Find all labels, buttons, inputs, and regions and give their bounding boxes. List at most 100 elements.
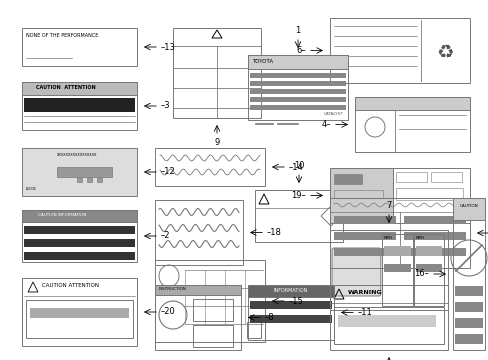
Bar xyxy=(24,226,135,234)
Bar xyxy=(22,148,137,196)
Bar xyxy=(454,302,482,312)
Bar xyxy=(24,98,135,112)
Text: INFORMATION: INFORMATION xyxy=(273,288,307,293)
Bar xyxy=(97,177,102,182)
Bar xyxy=(333,307,443,344)
Text: CAUTION  ATTENTION: CAUTION ATTENTION xyxy=(36,85,96,90)
Bar xyxy=(249,97,346,102)
FancyBboxPatch shape xyxy=(331,248,380,296)
Text: –13: –13 xyxy=(161,42,176,51)
Text: CAUTION: CAUTION xyxy=(459,204,477,208)
Ellipse shape xyxy=(30,156,50,188)
Bar xyxy=(354,97,469,152)
Bar xyxy=(246,322,261,338)
Bar xyxy=(329,285,447,350)
Bar xyxy=(333,232,395,240)
Text: 7: 7 xyxy=(386,201,391,210)
Bar xyxy=(24,252,135,260)
Bar xyxy=(415,264,442,272)
Bar xyxy=(155,285,241,350)
Bar xyxy=(193,325,232,347)
Bar xyxy=(395,172,426,182)
Bar xyxy=(30,308,129,318)
Bar xyxy=(329,168,469,223)
Text: 1: 1 xyxy=(295,26,300,35)
Bar xyxy=(454,334,482,344)
Text: XXXXXXXXXXXXXXXXX: XXXXXXXXXXXXXXXXX xyxy=(57,153,97,157)
Text: 16–: 16– xyxy=(413,270,428,279)
Text: LOCK: LOCK xyxy=(26,187,37,191)
Text: MPH: MPH xyxy=(415,236,424,240)
Bar xyxy=(155,285,241,295)
Bar xyxy=(254,190,342,242)
Text: –20: –20 xyxy=(161,307,175,316)
Bar xyxy=(24,239,135,247)
Text: –11: –11 xyxy=(357,308,372,317)
Bar xyxy=(354,97,469,110)
Bar xyxy=(430,172,461,182)
Bar xyxy=(333,216,395,224)
Bar xyxy=(383,264,410,272)
Bar xyxy=(22,82,137,95)
Bar xyxy=(329,198,469,268)
Text: INSTRUCTION: INSTRUCTION xyxy=(159,287,186,291)
Text: ♻: ♻ xyxy=(435,42,453,62)
Bar xyxy=(155,260,264,342)
Text: 10: 10 xyxy=(293,161,304,170)
Bar xyxy=(333,174,361,184)
Bar xyxy=(249,89,346,94)
Text: 4–: 4– xyxy=(321,120,330,129)
Bar xyxy=(22,210,137,262)
Bar xyxy=(329,168,392,223)
Bar xyxy=(413,234,444,306)
Text: 19–: 19– xyxy=(291,191,305,200)
Bar xyxy=(57,167,112,177)
Bar xyxy=(249,315,331,323)
Bar xyxy=(333,248,395,256)
Bar xyxy=(155,148,264,186)
Bar xyxy=(22,278,137,346)
Text: MPH: MPH xyxy=(383,236,392,240)
Text: CAUTION ATTENTION: CAUTION ATTENTION xyxy=(42,283,99,288)
Bar xyxy=(87,177,92,182)
Bar xyxy=(403,248,465,256)
Bar xyxy=(403,232,465,240)
Bar xyxy=(22,28,137,66)
Text: –15: –15 xyxy=(288,297,303,306)
Bar xyxy=(247,285,333,297)
Bar xyxy=(454,286,482,296)
Bar xyxy=(249,105,346,110)
Bar xyxy=(381,234,412,306)
Text: NONE OF THE PERFORMANCE: NONE OF THE PERFORMANCE xyxy=(26,33,98,38)
Bar xyxy=(403,216,465,224)
Bar xyxy=(329,18,469,83)
Bar xyxy=(337,315,435,327)
Circle shape xyxy=(450,240,486,276)
Text: 6–: 6– xyxy=(296,46,305,55)
Bar xyxy=(383,246,410,256)
Bar xyxy=(247,55,347,120)
Text: 9: 9 xyxy=(214,138,219,147)
Text: –12: –12 xyxy=(161,167,175,176)
Bar xyxy=(22,82,137,130)
Bar xyxy=(249,81,346,86)
Bar xyxy=(329,230,447,310)
Bar xyxy=(454,318,482,328)
Bar xyxy=(452,198,484,220)
Bar xyxy=(173,28,261,118)
Bar xyxy=(333,190,382,198)
Text: –2: –2 xyxy=(161,231,170,240)
Text: CATALYST: CATALYST xyxy=(324,112,343,116)
Bar xyxy=(247,55,347,69)
Text: WARNING: WARNING xyxy=(347,290,382,295)
Text: TOYOTA: TOYOTA xyxy=(251,59,273,64)
Bar xyxy=(415,246,442,256)
Bar xyxy=(155,200,243,265)
Bar xyxy=(26,300,133,338)
Text: CAUTION INFORMATION: CAUTION INFORMATION xyxy=(38,213,86,217)
Bar xyxy=(22,210,137,222)
Text: –8: –8 xyxy=(264,313,274,322)
Bar xyxy=(249,301,331,309)
Bar xyxy=(77,177,82,182)
Text: –18: –18 xyxy=(266,228,281,237)
